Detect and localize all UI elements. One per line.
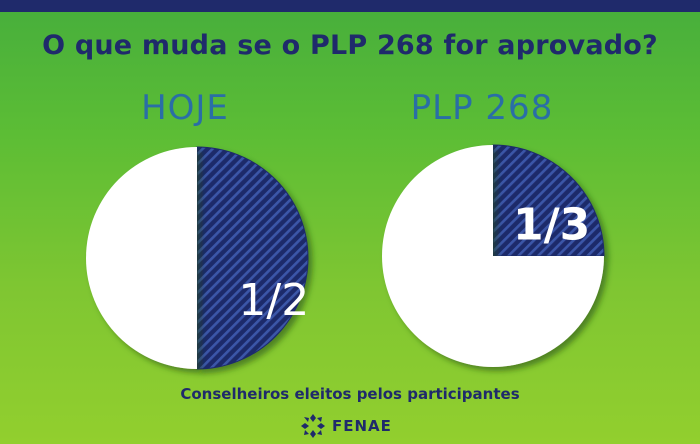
fenae-logo: FENAE bbox=[300, 413, 392, 439]
page-title: O que muda se o PLP 268 for aprovado? bbox=[42, 30, 658, 61]
pie-slice-highlighted bbox=[492, 144, 605, 257]
logo-text: FENAE bbox=[332, 417, 392, 435]
pie-slice bbox=[382, 145, 604, 367]
pie-title-hoje: HOJE bbox=[141, 88, 229, 128]
pie-slice-label: 1/3 bbox=[513, 199, 590, 250]
pie-slice-highlighted bbox=[196, 146, 309, 370]
top-bar bbox=[0, 0, 700, 12]
pie-chart-plp: 1/3 bbox=[382, 144, 605, 367]
pie-slice bbox=[86, 147, 197, 369]
chart-caption: Conselheiros eleitos pelos participantes bbox=[180, 385, 520, 403]
fenae-logo-icon bbox=[301, 414, 325, 438]
pie-title-plp: PLP 268 bbox=[410, 88, 554, 128]
pie-chart-hoje: 1/2 bbox=[86, 146, 309, 370]
pie-slice-label: 1/2 bbox=[238, 275, 309, 326]
